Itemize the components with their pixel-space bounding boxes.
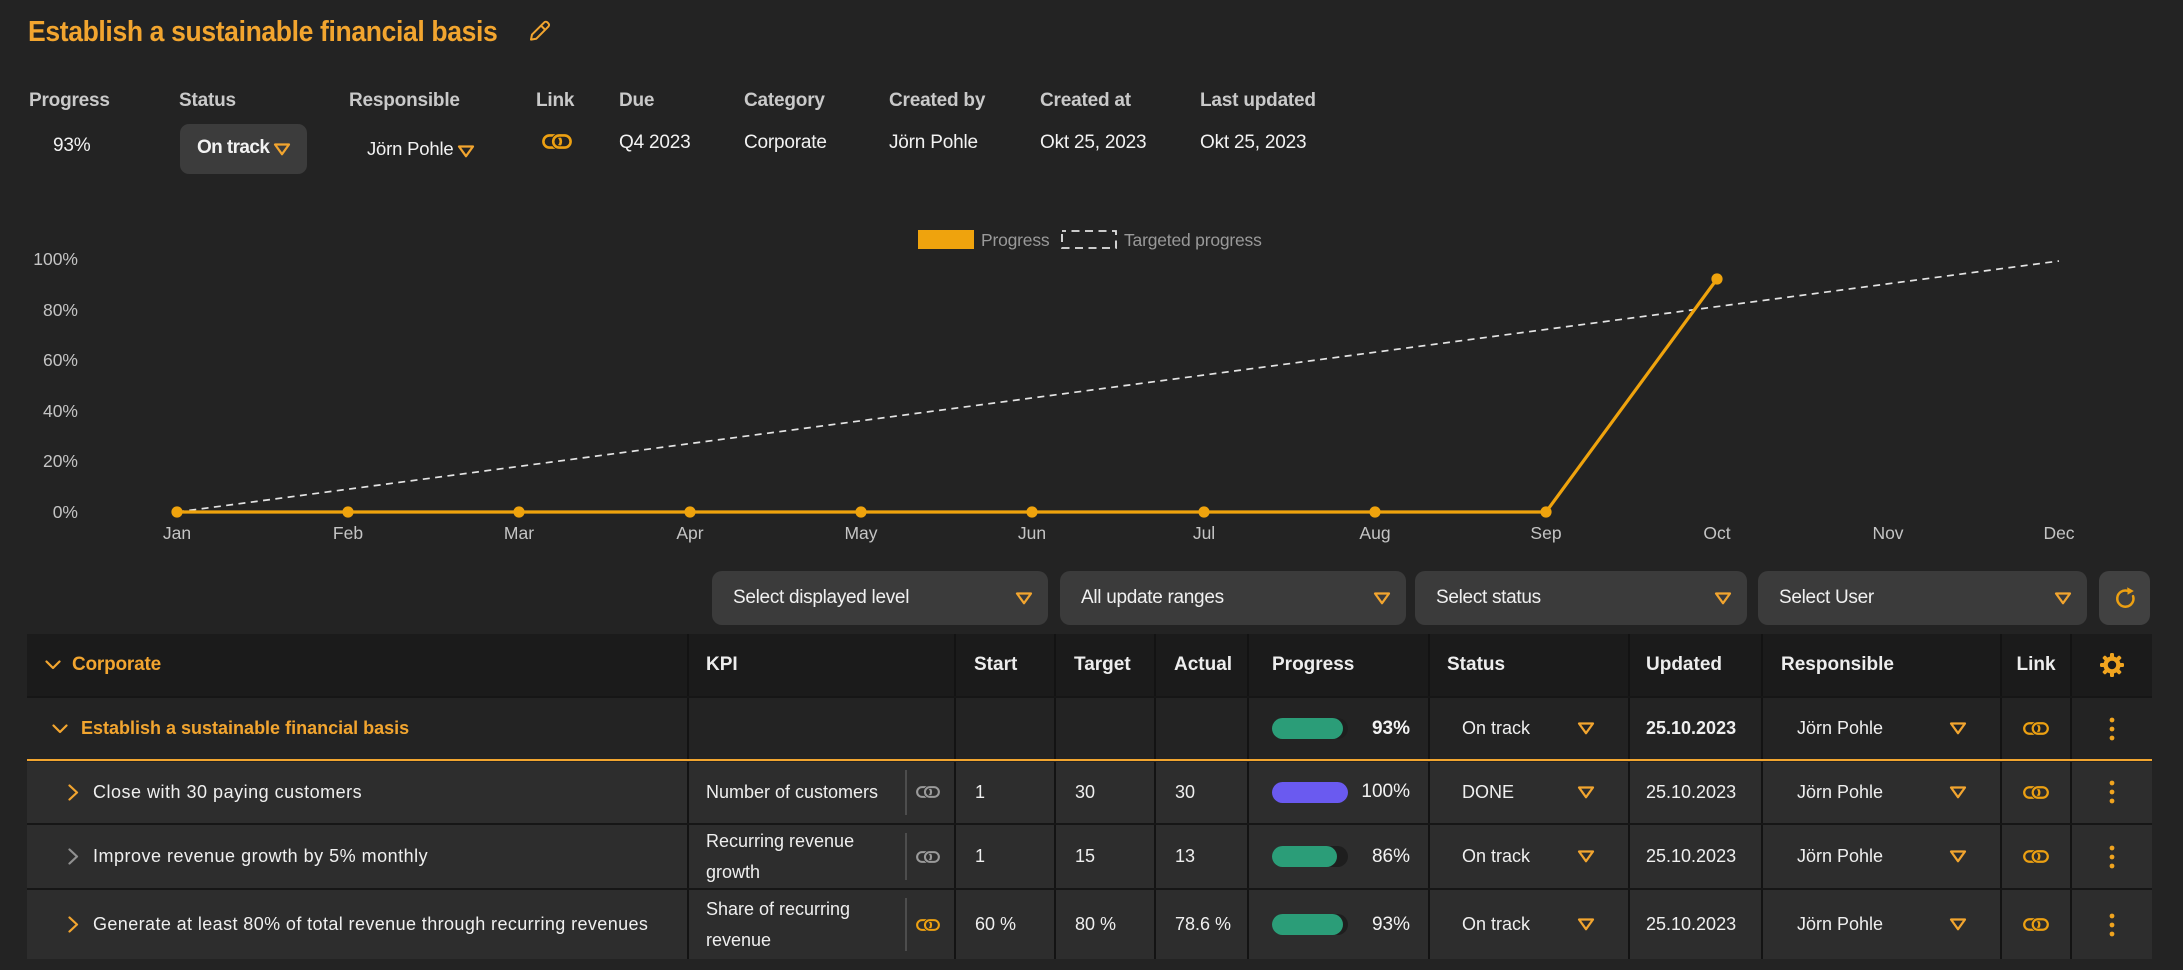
svg-text:0%: 0% <box>53 502 78 522</box>
svg-text:Progress: Progress <box>981 230 1050 250</box>
svg-text:Oct: Oct <box>1703 523 1730 543</box>
svg-text:Targeted progress: Targeted progress <box>1124 230 1262 250</box>
svg-text:Aug: Aug <box>1359 523 1390 543</box>
svg-text:80%: 80% <box>43 300 78 320</box>
svg-text:May: May <box>844 523 877 543</box>
svg-text:20%: 20% <box>43 451 78 471</box>
svg-text:60%: 60% <box>43 350 78 370</box>
svg-text:Apr: Apr <box>676 523 703 543</box>
svg-text:Feb: Feb <box>333 523 363 543</box>
svg-text:40%: 40% <box>43 401 78 421</box>
svg-text:Sep: Sep <box>1530 523 1561 543</box>
svg-text:100%: 100% <box>33 249 78 269</box>
svg-text:Dec: Dec <box>2043 523 2074 543</box>
svg-text:Mar: Mar <box>504 523 534 543</box>
svg-text:Nov: Nov <box>1872 523 1903 543</box>
svg-text:Jul: Jul <box>1193 523 1215 543</box>
svg-text:Jan: Jan <box>163 523 191 543</box>
svg-text:Jun: Jun <box>1018 523 1046 543</box>
